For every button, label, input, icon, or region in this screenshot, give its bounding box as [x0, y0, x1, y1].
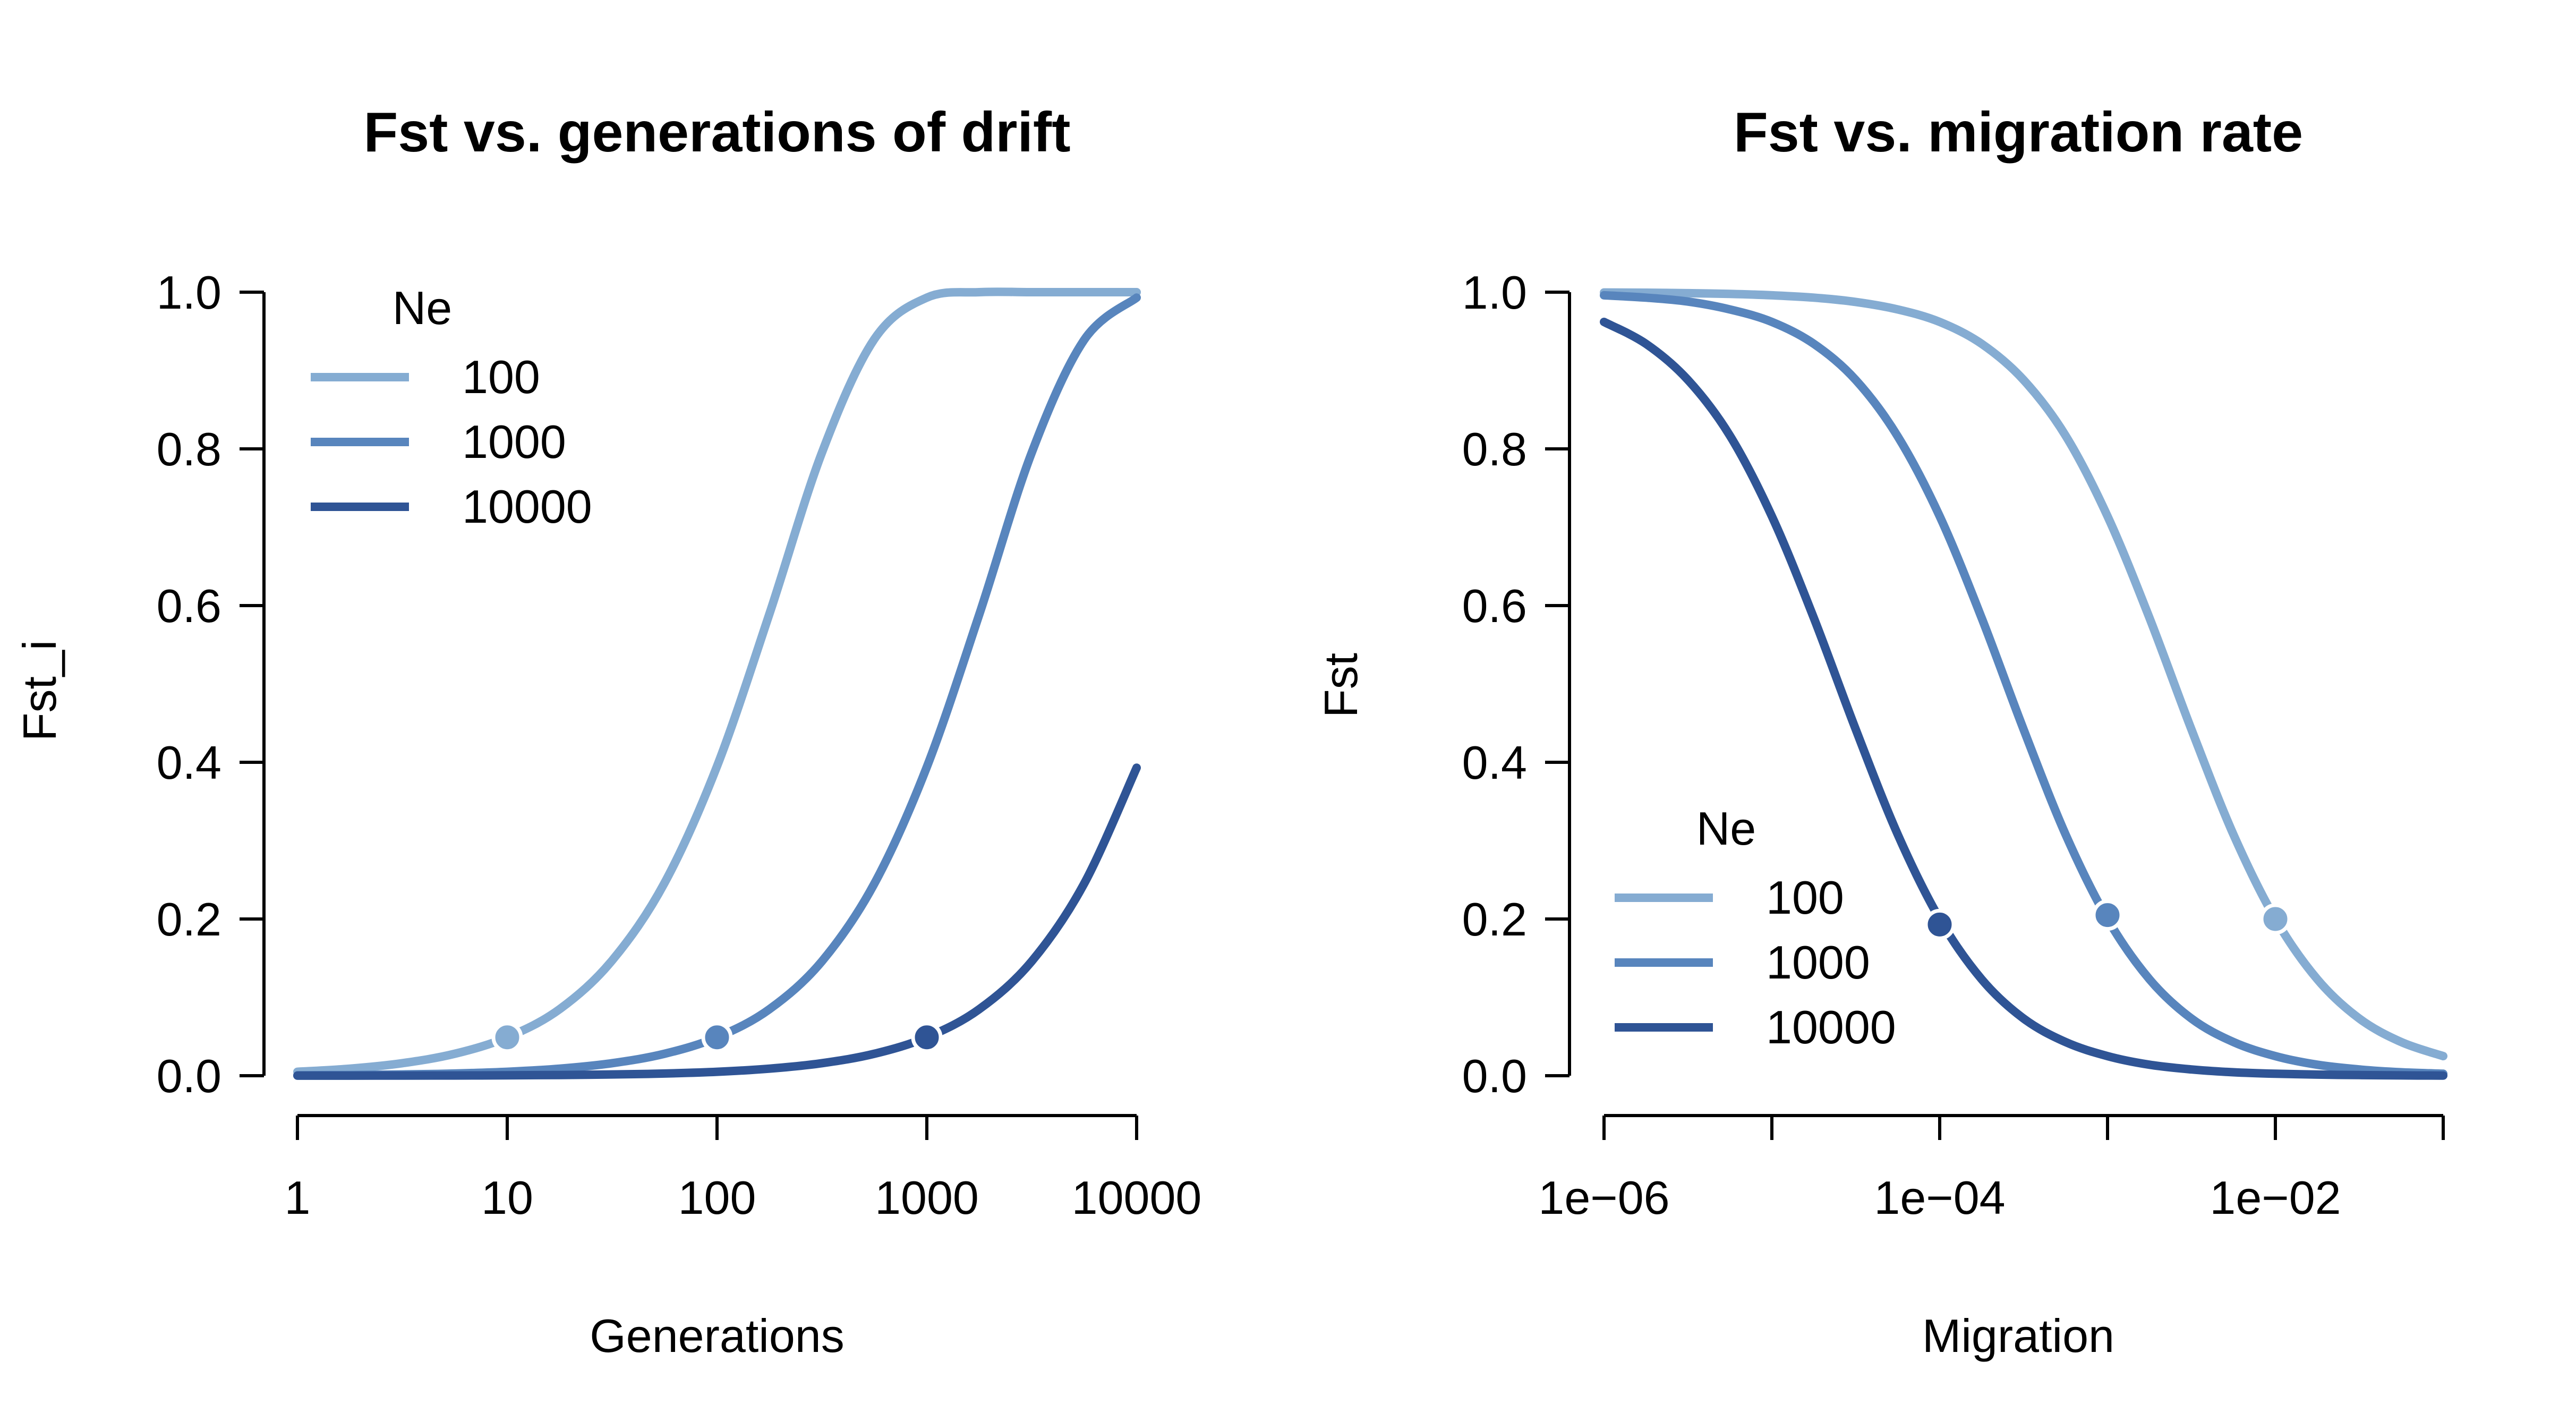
legend-title: Ne — [393, 282, 453, 334]
series-line-ne-100 — [293, 287, 1141, 1076]
legend-entry-label: 10000 — [1766, 1001, 1896, 1053]
x-tick-label: 10 — [481, 1171, 533, 1224]
point-marker-ne-100 — [491, 1022, 523, 1053]
y-tick-label: 0.0 — [157, 1050, 221, 1102]
y-tick-label: 1.0 — [157, 266, 221, 319]
legend-entry-label: 100 — [1766, 871, 1844, 924]
panel-generations: Fst vs. generations of drift 0.0 0.2 0.4 0.6… — [13, 101, 1201, 1362]
legend-title: Ne — [1696, 802, 1756, 855]
legend-entry-label: 10000 — [462, 480, 592, 533]
y-tick-label: 0.4 — [1462, 736, 1527, 789]
series-line-ne-1000 — [1600, 291, 2447, 1078]
legend-entry-label: 1000 — [1766, 936, 1870, 989]
series-line-ne-100 — [1600, 288, 2447, 1061]
point-marker-ne-10000 — [1924, 908, 1956, 940]
series-line-ne-1000 — [293, 293, 1141, 1080]
series-line-ne-10000 — [293, 763, 1141, 1080]
point-marker-ne-100 — [2259, 903, 2291, 935]
series-line-ne-10000 — [1600, 318, 2447, 1080]
x-tick-label: 10000 — [1072, 1171, 1202, 1224]
y-axis-label: Fst — [1315, 653, 1367, 718]
x-tick-label: 1000 — [875, 1171, 979, 1224]
y-tick-label: 0.4 — [157, 736, 221, 789]
point-marker-ne-1000 — [2092, 899, 2123, 931]
x-tick-label: 1e−04 — [1874, 1171, 2005, 1224]
x-tick-label: 1e−06 — [1538, 1171, 1669, 1224]
x-tick-label: 100 — [678, 1171, 756, 1224]
y-tick-label: 0.2 — [1462, 893, 1527, 946]
y-tick-label: 1.0 — [1462, 266, 1527, 319]
y-tick-label: 0.8 — [1462, 423, 1527, 475]
panel-migration: Fst vs. migration rate 0.0 0.2 0.4 0.6 0.8 1.0… — [1315, 101, 2447, 1362]
legend-entry-label: 100 — [462, 351, 540, 403]
y-tick-label: 0.6 — [157, 580, 221, 632]
y-tick-label: 0.2 — [157, 893, 221, 946]
chart-title: Fst vs. migration rate — [1734, 101, 2303, 164]
x-tick-label: 1 — [285, 1171, 311, 1224]
y-tick-label: 0.6 — [1462, 580, 1527, 632]
point-marker-ne-1000 — [701, 1022, 733, 1053]
y-tick-label: 0.0 — [1462, 1050, 1527, 1102]
chart-title: Fst vs. generations of drift — [363, 101, 1070, 164]
x-axis-label: Generations — [590, 1309, 844, 1362]
point-marker-ne-10000 — [911, 1022, 943, 1053]
legend-entry-label: 1000 — [462, 415, 566, 468]
x-tick-label: 1e−02 — [2210, 1171, 2341, 1224]
x-axis-label: Migration — [1922, 1309, 2114, 1362]
y-tick-label: 0.8 — [157, 423, 221, 475]
y-axis-label: Fst_i — [13, 640, 66, 742]
